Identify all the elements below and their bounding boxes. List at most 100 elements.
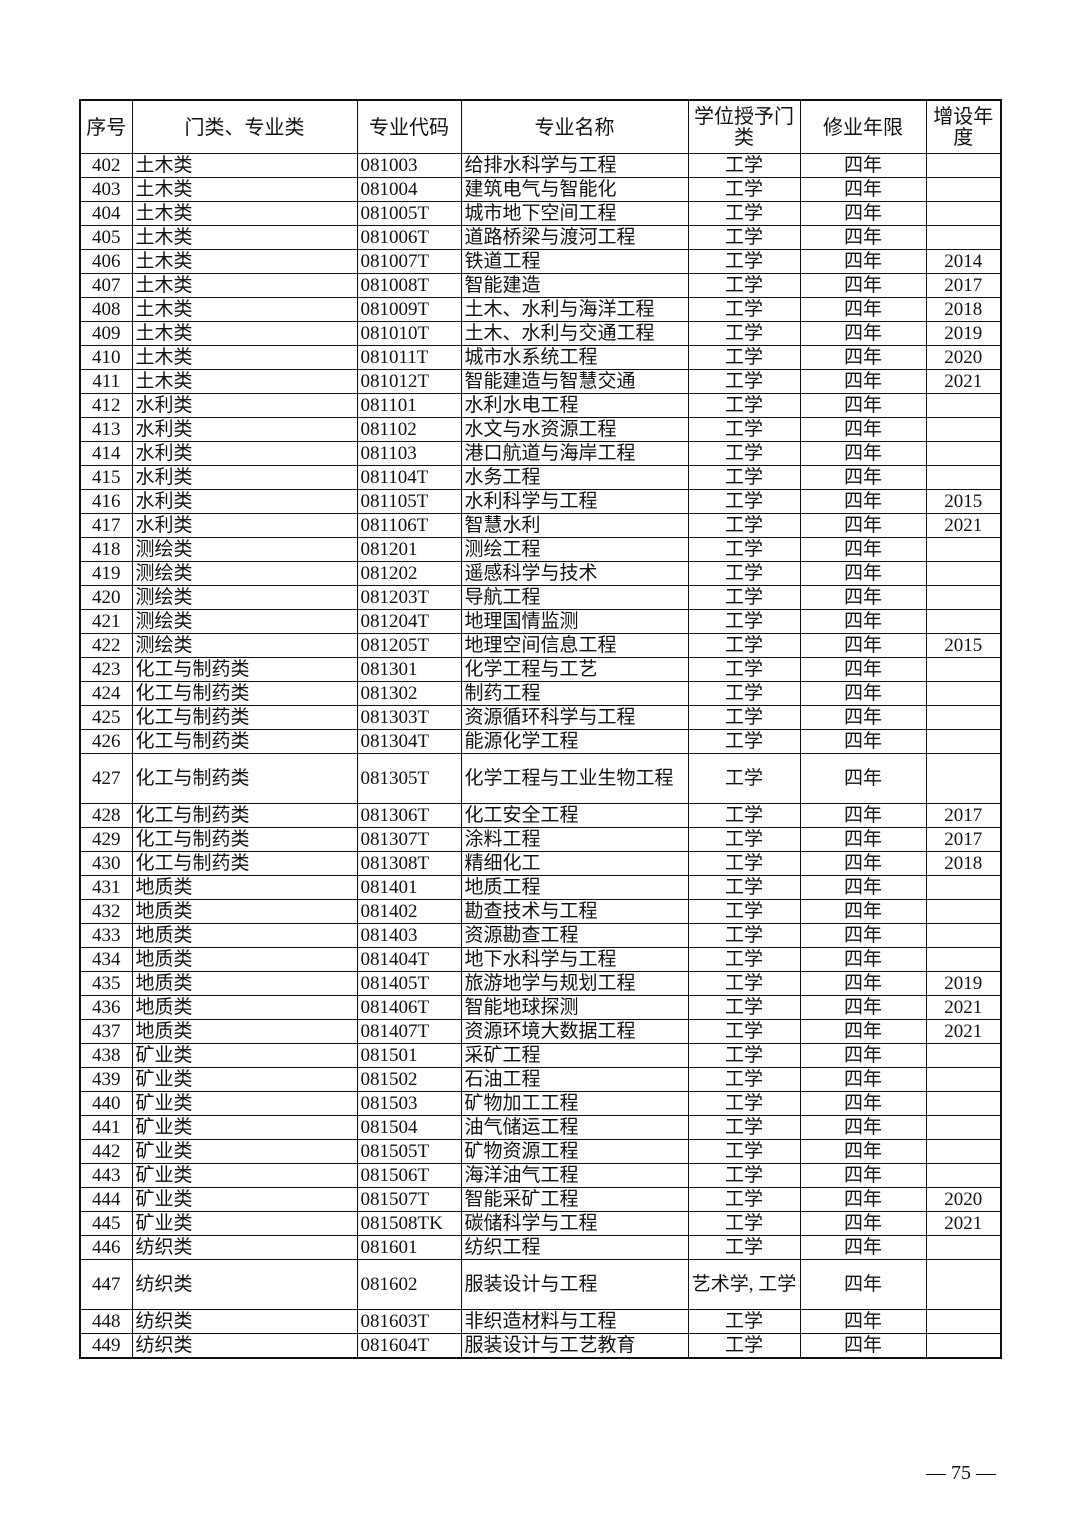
cell-code: 081407T [356,1019,462,1044]
cell-major-name: 测绘工程 [460,537,689,562]
cell-duration: 四年 [799,753,927,804]
table-row: 411 土木类 081012T 智能建造与智慧交通 工学 四年 2021 [79,369,1002,394]
cell-code: 081201 [356,537,462,562]
cell-category: 地质类 [131,995,358,1020]
cell-duration: 四年 [799,537,927,562]
cell-category: 土木类 [131,345,358,370]
cell-year-added [925,609,1002,634]
cell-major-name: 精细化工 [460,851,689,876]
majors-table: 序号 门类、专业类 专业代码 专业名称 学位授予门类 修业年限 增设年度 402… [79,99,1002,1359]
table-row: 420 测绘类 081203T 导航工程 工学 四年 [79,585,1002,610]
table-body: 402 土木类 081003 给排水科学与工程 工学 四年 403 土木类 081004 建筑电气… [79,153,1002,1359]
cell-category: 土木类 [131,153,358,178]
cell-duration: 四年 [799,513,927,538]
cell-year-added: 2015 [925,489,1002,514]
cell-degree: 工学 [687,609,801,634]
table-row: 415 水利类 081104T 水务工程 工学 四年 [79,465,1002,490]
cell-degree: 工学 [687,225,801,250]
cell-major-name: 地下水科学与工程 [460,947,689,972]
cell-duration: 四年 [799,441,927,466]
cell-category: 土木类 [131,369,358,394]
cell-major-name: 建筑电气与智能化 [460,177,689,202]
table-row: 413 水利类 081102 水文与水资源工程 工学 四年 [79,417,1002,442]
cell-category: 矿业类 [131,1043,358,1068]
cell-index: 436 [79,995,133,1020]
cell-category: 地质类 [131,1019,358,1044]
cell-major-name: 纺织工程 [460,1235,689,1260]
cell-major-name: 土木、水利与交通工程 [460,321,689,346]
cell-major-name: 服装设计与工艺教育 [460,1333,689,1359]
cell-category: 纺织类 [131,1235,358,1260]
cell-duration: 四年 [799,705,927,730]
cell-major-name: 智能建造 [460,273,689,298]
cell-category: 水利类 [131,465,358,490]
cell-duration: 四年 [799,297,927,322]
cell-category: 矿业类 [131,1139,358,1164]
cell-index: 409 [79,321,133,346]
table-row: 406 土木类 081007T 铁道工程 工学 四年 2014 [79,249,1002,274]
header-row: 序号 门类、专业类 专业代码 专业名称 学位授予门类 修业年限 增设年度 [79,99,1002,154]
cell-year-added [925,153,1002,178]
cell-code: 081009T [356,297,462,322]
cell-year-added [925,1139,1002,1164]
cell-code: 081302 [356,681,462,706]
cell-major-name: 遥感科学与技术 [460,561,689,586]
cell-degree: 工学 [687,1163,801,1188]
cell-degree: 工学 [687,441,801,466]
cell-major-name: 碳储科学与工程 [460,1211,689,1236]
cell-year-added: 2015 [925,633,1002,658]
table-row: 409 土木类 081010T 土木、水利与交通工程 工学 四年 2019 [79,321,1002,346]
cell-code: 081507T [356,1187,462,1212]
cell-duration: 四年 [799,1067,927,1092]
cell-index: 434 [79,947,133,972]
cell-year-added: 2020 [925,345,1002,370]
cell-category: 水利类 [131,393,358,418]
cell-degree: 工学 [687,1235,801,1260]
cell-category: 纺织类 [131,1259,358,1310]
cell-category: 水利类 [131,441,358,466]
table-row: 437 地质类 081407T 资源环境大数据工程 工学 四年 2021 [79,1019,1002,1044]
header-code: 专业代码 [356,99,462,154]
cell-year-added [925,561,1002,586]
cell-major-name: 矿物资源工程 [460,1139,689,1164]
cell-index: 428 [79,803,133,828]
cell-index: 422 [79,633,133,658]
table-row: 424 化工与制药类 081302 制药工程 工学 四年 [79,681,1002,706]
cell-index: 448 [79,1309,133,1334]
table-row: 434 地质类 081404T 地下水科学与工程 工学 四年 [79,947,1002,972]
table-row: 405 土木类 081006T 道路桥梁与渡河工程 工学 四年 [79,225,1002,250]
cell-year-added [925,1067,1002,1092]
cell-duration: 四年 [799,273,927,298]
table-row: 419 测绘类 081202 遥感科学与技术 工学 四年 [79,561,1002,586]
cell-year-added [925,1333,1002,1359]
table-row: 402 土木类 081003 给排水科学与工程 工学 四年 [79,153,1002,178]
cell-category: 地质类 [131,875,358,900]
cell-duration: 四年 [799,369,927,394]
table-row: 443 矿业类 081506T 海洋油气工程 工学 四年 [79,1163,1002,1188]
cell-year-added [925,417,1002,442]
cell-major-name: 导航工程 [460,585,689,610]
cell-degree: 工学 [687,153,801,178]
cell-degree: 工学 [687,321,801,346]
cell-year-added [925,875,1002,900]
cell-major-name: 化工安全工程 [460,803,689,828]
cell-major-name: 智慧水利 [460,513,689,538]
cell-year-added: 2021 [925,1211,1002,1236]
cell-category: 土木类 [131,321,358,346]
cell-year-added [925,465,1002,490]
table-row: 432 地质类 081402 勘查技术与工程 工学 四年 [79,899,1002,924]
cell-major-name: 智能采矿工程 [460,1187,689,1212]
table-row: 425 化工与制药类 081303T 资源循环科学与工程 工学 四年 [79,705,1002,730]
cell-degree: 工学 [687,513,801,538]
cell-duration: 四年 [799,225,927,250]
cell-index: 414 [79,441,133,466]
cell-index: 432 [79,899,133,924]
cell-category: 测绘类 [131,585,358,610]
cell-major-name: 资源循环科学与工程 [460,705,689,730]
cell-degree: 工学 [687,345,801,370]
table-row: 410 土木类 081011T 城市水系统工程 工学 四年 2020 [79,345,1002,370]
cell-year-added: 2019 [925,971,1002,996]
cell-code: 081504 [356,1115,462,1140]
cell-year-added: 2019 [925,321,1002,346]
cell-year-added [925,177,1002,202]
